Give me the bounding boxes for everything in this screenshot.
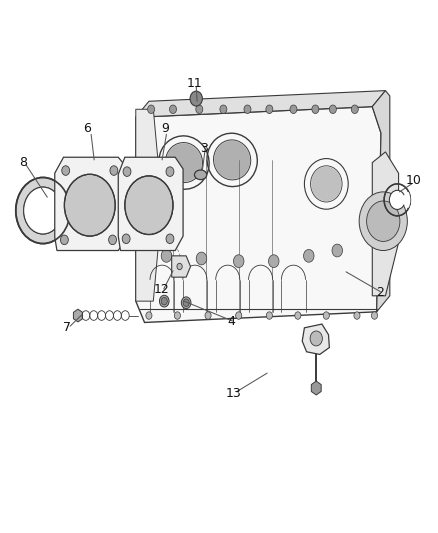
Circle shape	[166, 167, 174, 176]
Text: 2: 2	[376, 286, 384, 298]
Circle shape	[190, 91, 202, 106]
Text: 12: 12	[153, 283, 169, 296]
Circle shape	[332, 244, 343, 257]
Circle shape	[354, 312, 360, 319]
Text: 6: 6	[83, 123, 91, 135]
Polygon shape	[55, 157, 127, 251]
Circle shape	[174, 312, 180, 319]
Text: 8: 8	[19, 156, 27, 168]
Ellipse shape	[194, 170, 207, 180]
Text: 9: 9	[162, 123, 170, 135]
Ellipse shape	[166, 143, 202, 182]
Circle shape	[64, 174, 115, 236]
Circle shape	[196, 252, 207, 265]
Polygon shape	[172, 256, 191, 277]
Ellipse shape	[214, 141, 250, 179]
Circle shape	[310, 331, 322, 346]
Text: 7: 7	[63, 321, 71, 334]
Ellipse shape	[17, 179, 69, 243]
Wedge shape	[397, 192, 410, 208]
Circle shape	[371, 312, 378, 319]
Polygon shape	[311, 381, 321, 395]
Polygon shape	[74, 309, 82, 322]
Circle shape	[110, 166, 118, 175]
Circle shape	[24, 187, 62, 234]
Text: 11: 11	[187, 77, 203, 90]
Circle shape	[266, 105, 273, 114]
Ellipse shape	[311, 166, 342, 201]
Circle shape	[181, 297, 191, 309]
Polygon shape	[136, 91, 385, 117]
Circle shape	[159, 295, 169, 307]
Polygon shape	[136, 107, 381, 322]
Circle shape	[60, 235, 68, 245]
Polygon shape	[372, 91, 390, 312]
Circle shape	[123, 167, 131, 176]
Circle shape	[359, 192, 407, 251]
Text: 4: 4	[227, 315, 235, 328]
Circle shape	[389, 190, 405, 209]
Circle shape	[161, 249, 172, 262]
Circle shape	[62, 166, 70, 175]
Polygon shape	[136, 109, 162, 301]
Circle shape	[290, 105, 297, 114]
Polygon shape	[118, 157, 183, 251]
Circle shape	[177, 263, 182, 270]
Circle shape	[220, 105, 227, 114]
Circle shape	[304, 249, 314, 262]
Circle shape	[367, 201, 400, 241]
Polygon shape	[302, 324, 329, 354]
Circle shape	[233, 255, 244, 268]
Text: 3: 3	[200, 142, 208, 155]
Circle shape	[205, 312, 211, 319]
Circle shape	[196, 105, 203, 114]
Circle shape	[125, 176, 173, 235]
Circle shape	[170, 105, 177, 114]
Circle shape	[122, 234, 130, 244]
Circle shape	[161, 297, 167, 305]
Circle shape	[109, 235, 117, 245]
Circle shape	[323, 312, 329, 319]
Circle shape	[266, 312, 272, 319]
Circle shape	[236, 312, 242, 319]
Circle shape	[295, 312, 301, 319]
Text: 13: 13	[226, 387, 242, 400]
Circle shape	[329, 105, 336, 114]
Circle shape	[351, 105, 358, 114]
Circle shape	[146, 312, 152, 319]
Text: 10: 10	[406, 174, 421, 187]
Polygon shape	[372, 152, 399, 296]
Circle shape	[166, 234, 174, 244]
Circle shape	[148, 105, 155, 114]
Circle shape	[244, 105, 251, 114]
Circle shape	[268, 255, 279, 268]
Circle shape	[312, 105, 319, 114]
Circle shape	[183, 299, 189, 306]
